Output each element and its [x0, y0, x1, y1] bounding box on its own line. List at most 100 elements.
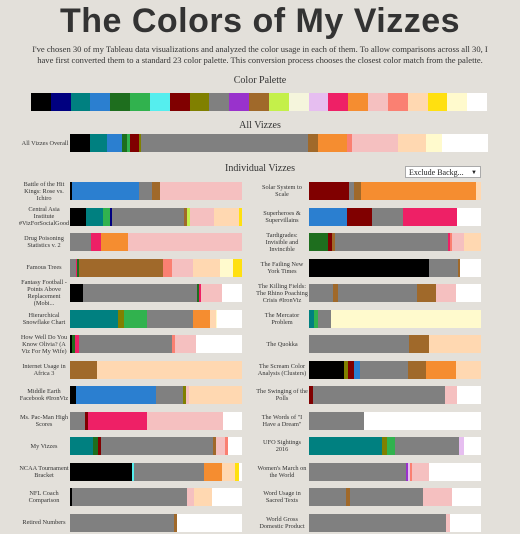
right-viz-4-segment-2[interactable] [429, 258, 458, 277]
right-viz-1-segment-2[interactable] [349, 182, 355, 200]
right-viz-8-segment-1[interactable] [309, 360, 345, 379]
left-viz-2-segment-2[interactable] [86, 207, 103, 226]
left-viz-6-segment-1[interactable] [70, 309, 118, 328]
right-viz-8-segment-7[interactable] [425, 360, 456, 379]
overall-segment-2[interactable] [89, 134, 107, 152]
palette-swatch-22[interactable] [447, 93, 468, 111]
left-viz-bar-12[interactable] [70, 462, 242, 481]
left-viz-2-segment-7[interactable] [187, 207, 190, 226]
left-viz-6-segment-6[interactable] [209, 309, 216, 328]
palette-swatch-21[interactable] [427, 93, 448, 111]
right-viz-1-segment-3[interactable] [354, 182, 362, 200]
left-viz-11-segment-4[interactable] [101, 437, 213, 455]
left-viz-5-segment-4[interactable] [198, 284, 201, 302]
left-viz-5-segment-5[interactable] [200, 284, 222, 302]
left-viz-14-segment-3[interactable] [176, 513, 242, 532]
left-viz-8-segment-2[interactable] [96, 360, 242, 379]
left-viz-bar-5[interactable] [70, 284, 242, 302]
overall-segment-13[interactable] [398, 134, 427, 152]
right-viz-bar-12[interactable] [309, 462, 481, 481]
left-viz-2-segment-1[interactable] [70, 207, 87, 226]
left-viz-11-segment-5[interactable] [212, 437, 217, 455]
left-viz-5-segment-3[interactable] [197, 284, 199, 302]
left-viz-2-segment-5[interactable] [112, 207, 184, 226]
palette-swatch-14[interactable] [288, 93, 309, 111]
right-viz-3-segment-1[interactable] [309, 233, 329, 251]
overall-segment-8[interactable] [141, 134, 308, 152]
right-viz-3-segment-3[interactable] [331, 233, 335, 251]
left-viz-10-segment-4[interactable] [147, 411, 223, 430]
left-viz-11-segment-1[interactable] [70, 437, 94, 455]
left-viz-2-segment-10[interactable] [239, 207, 242, 226]
left-viz-bar-2[interactable] [70, 207, 242, 226]
palette-swatch-4[interactable] [90, 93, 111, 111]
right-viz-5-segment-1[interactable] [309, 284, 334, 302]
right-viz-11-segment-2[interactable] [381, 437, 387, 455]
left-viz-bar-1[interactable] [70, 182, 242, 200]
right-viz-bar-13[interactable] [309, 488, 481, 506]
left-viz-3-segment-3[interactable] [100, 233, 128, 251]
left-viz-12-segment-2[interactable] [131, 462, 135, 481]
left-viz-bar-8[interactable] [70, 360, 242, 379]
left-viz-6-segment-5[interactable] [193, 309, 210, 328]
left-viz-bar-4[interactable] [70, 258, 242, 277]
right-viz-5-segment-6[interactable] [455, 284, 481, 302]
right-viz-12-segment-5[interactable] [412, 462, 430, 481]
right-viz-12-segment-2[interactable] [405, 462, 408, 481]
overall-segment-9[interactable] [307, 134, 319, 152]
left-viz-bar-10[interactable] [70, 411, 242, 430]
left-viz-14-segment-1[interactable] [70, 513, 174, 532]
right-viz-12-segment-3[interactable] [407, 462, 410, 481]
right-viz-8-segment-8[interactable] [455, 360, 481, 379]
right-viz-3-segment-7[interactable] [451, 233, 464, 251]
left-viz-2-segment-8[interactable] [189, 207, 215, 226]
right-viz-11-segment-6[interactable] [464, 437, 481, 455]
right-viz-2-segment-4[interactable] [403, 207, 457, 226]
left-viz-7-segment-1[interactable] [70, 335, 73, 353]
left-viz-7-segment-2[interactable] [72, 335, 76, 353]
left-viz-11-segment-6[interactable] [216, 437, 226, 455]
right-viz-bar-14[interactable] [309, 513, 481, 532]
right-viz-bar-2[interactable] [309, 207, 481, 226]
palette-swatch-10[interactable] [209, 93, 230, 111]
left-viz-bar-11[interactable] [70, 437, 242, 455]
left-viz-5-segment-6[interactable] [221, 284, 242, 302]
palette-swatch-11[interactable] [229, 93, 250, 111]
left-viz-13-segment-1[interactable] [70, 488, 73, 506]
left-viz-7-segment-4[interactable] [78, 335, 172, 353]
right-viz-4-segment-1[interactable] [309, 258, 430, 277]
left-viz-12-segment-3[interactable] [134, 462, 204, 481]
right-viz-3-segment-6[interactable] [450, 233, 452, 251]
left-viz-8-segment-1[interactable] [70, 360, 97, 379]
left-viz-2-segment-3[interactable] [102, 207, 110, 226]
right-viz-8-segment-2[interactable] [344, 360, 349, 379]
right-viz-4-segment-4[interactable] [460, 258, 481, 277]
right-viz-3-segment-2[interactable] [328, 233, 332, 251]
palette-swatch-12[interactable] [249, 93, 269, 111]
left-viz-10-segment-2[interactable] [84, 411, 89, 430]
right-viz-bar-4[interactable] [309, 258, 481, 277]
right-viz-8-segment-4[interactable] [354, 360, 361, 379]
right-viz-11-segment-1[interactable] [309, 437, 382, 455]
left-viz-1-segment-3[interactable] [139, 182, 152, 200]
palette-swatch-20[interactable] [407, 93, 428, 111]
left-viz-10-segment-1[interactable] [70, 411, 85, 430]
palette-swatch-13[interactable] [268, 93, 289, 111]
right-viz-bar-9[interactable] [309, 386, 481, 404]
right-viz-2-segment-2[interactable] [347, 207, 373, 226]
right-viz-2-segment-5[interactable] [456, 207, 481, 226]
right-viz-bar-1[interactable] [309, 182, 481, 200]
right-viz-12-segment-4[interactable] [409, 462, 413, 481]
right-viz-2-segment-3[interactable] [372, 207, 404, 226]
overall-segment-1[interactable] [70, 134, 90, 152]
right-viz-10-segment-2[interactable] [364, 411, 481, 430]
left-viz-4-segment-2[interactable] [75, 258, 77, 277]
right-viz-4-segment-3[interactable] [457, 258, 460, 277]
left-viz-bar-13[interactable] [70, 488, 242, 506]
right-viz-5-segment-4[interactable] [417, 284, 437, 302]
left-viz-6-segment-3[interactable] [124, 309, 147, 328]
left-viz-12-segment-5[interactable] [221, 462, 236, 481]
left-viz-7-segment-5[interactable] [171, 335, 176, 353]
left-viz-13-segment-3[interactable] [186, 488, 195, 506]
palette-swatch-5[interactable] [110, 93, 131, 111]
